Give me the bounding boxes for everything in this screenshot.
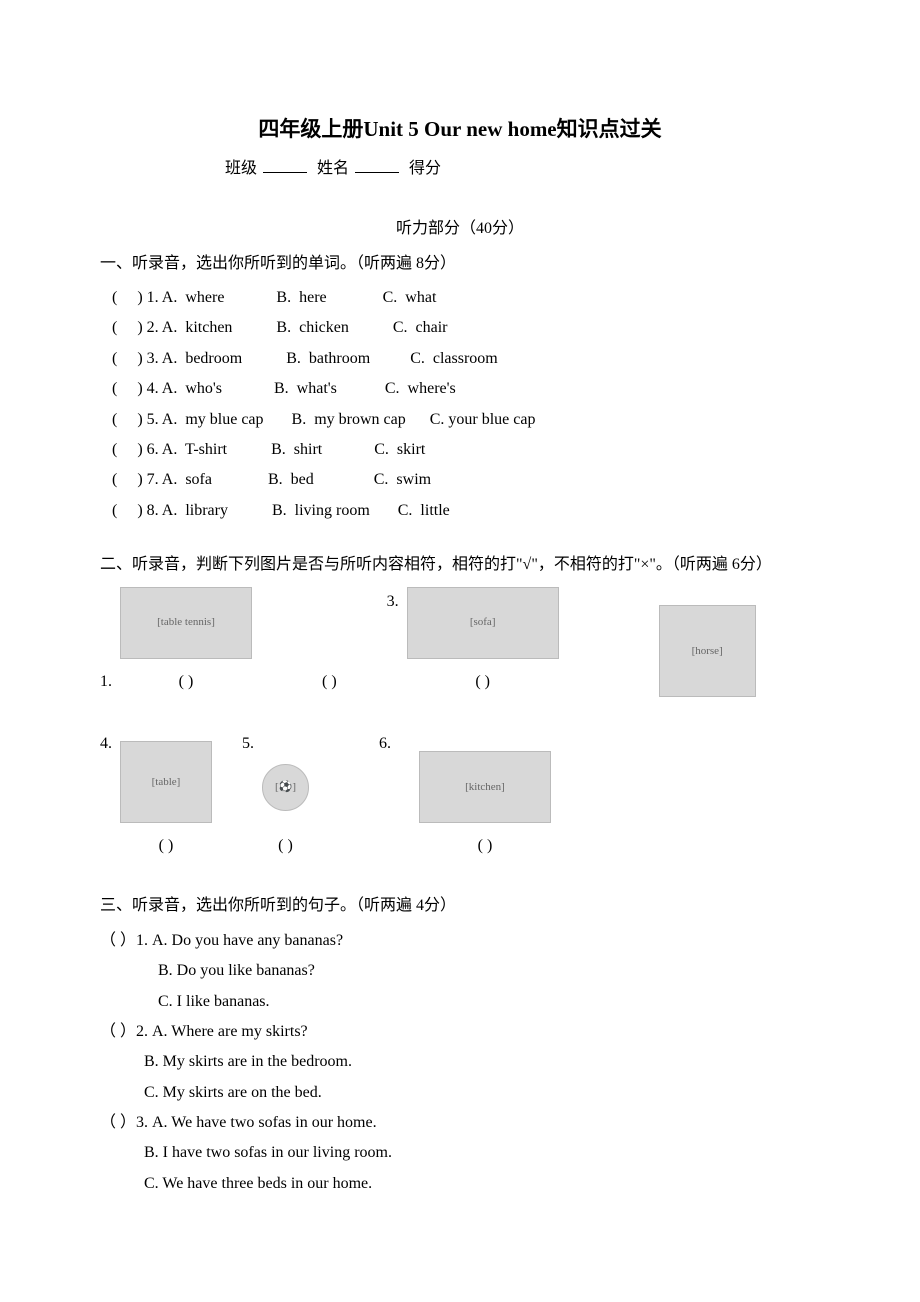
section1-question-2: ( ) 2. A. kitchen B. chicken C. chair — [108, 313, 820, 343]
section1-question-5: ( ) 5. A. my blue cap B. my brown cap C.… — [108, 405, 820, 435]
section1-instruction: 一、听录音，选出你所听到的单词。（听两遍 8分） — [100, 249, 820, 279]
answer-paren[interactable]: ( ) — [475, 667, 490, 697]
section2-row1: 1. [table tennis] ( ) ( ) 3. [sofa] ( ) … — [100, 587, 820, 697]
answer-paren[interactable]: ( ) — [179, 667, 194, 697]
name-blank[interactable] — [355, 156, 399, 173]
section3-question-1: （ ）1. A. Do you have any bananas? — [100, 926, 820, 956]
image-table-tennis: [table tennis] — [120, 587, 252, 659]
image-kitchen: [kitchen] — [419, 751, 551, 823]
section1-question-3: ( ) 3. A. bedroom B. bathroom C. classro… — [108, 344, 820, 374]
answer-paren[interactable]: ( ) — [478, 831, 493, 861]
section3-question-3: （ ）3. A. We have two sofas in our home. — [100, 1108, 820, 1138]
image-table: [table] — [120, 741, 212, 823]
name-label: 姓名 — [317, 160, 349, 177]
score-label: 得分 — [409, 160, 441, 177]
section3-option-c: C. We have three beds in our home. — [144, 1169, 820, 1199]
section3-option-b: B. Do you like bananas? — [158, 956, 820, 986]
student-info-line: 班级 姓名 得分 — [225, 154, 820, 184]
section2-instruction: 二、听录音，判断下列图片是否与所听内容相符，相符的打"√"，不相符的打"×"。（… — [100, 550, 820, 580]
section3-option-b: B. My skirts are in the bedroom. — [144, 1047, 820, 1077]
q2-1-label: 1. — [100, 667, 120, 697]
class-blank[interactable] — [263, 156, 307, 173]
image-horse: [horse] — [659, 605, 756, 697]
section3-option-b: B. I have two sofas in our living room. — [144, 1138, 820, 1168]
section3-option-c: C. My skirts are on the bed. — [144, 1078, 820, 1108]
section1-question-8: ( ) 8. A. library B. living room C. litt… — [108, 496, 820, 526]
q2-4-label: 4. — [100, 729, 120, 759]
listening-section-header: 听力部分（40分） — [100, 214, 820, 244]
section1-question-1: ( ) 1. A. where B. here C. what — [108, 283, 820, 313]
image-football: [⚽] — [262, 764, 309, 811]
section1-question-7: ( ) 7. A. sofa B. bed C. swim — [108, 465, 820, 495]
section3-instruction: 三、听录音，选出你所听到的句子。（听两遍 4分） — [100, 891, 820, 921]
section1-question-4: ( ) 4. A. who's B. what's C. where's — [108, 374, 820, 404]
image-sofa: [sofa] — [407, 587, 559, 659]
section3-question-2: （ ）2. A. Where are my skirts? — [100, 1017, 820, 1047]
q2-5-label: 5. — [242, 729, 262, 759]
page-title: 四年级上册Unit 5 Our new home知识点过关 — [100, 110, 820, 150]
section2-row2: 4. [table] ( ) 5. [⚽] ( ) 6. [kitchen] (… — [100, 729, 820, 861]
section3-option-c: C. I like bananas. — [158, 987, 820, 1017]
answer-paren[interactable]: ( ) — [278, 831, 293, 861]
answer-paren[interactable]: ( ) — [322, 667, 337, 697]
q2-6-label: 6. — [379, 729, 399, 759]
answer-paren[interactable]: ( ) — [159, 831, 174, 861]
q2-3-label: 3. — [387, 587, 407, 617]
section1-question-6: ( ) 6. A. T-shirt B. shirt C. skirt — [108, 435, 820, 465]
class-label: 班级 — [225, 160, 257, 177]
